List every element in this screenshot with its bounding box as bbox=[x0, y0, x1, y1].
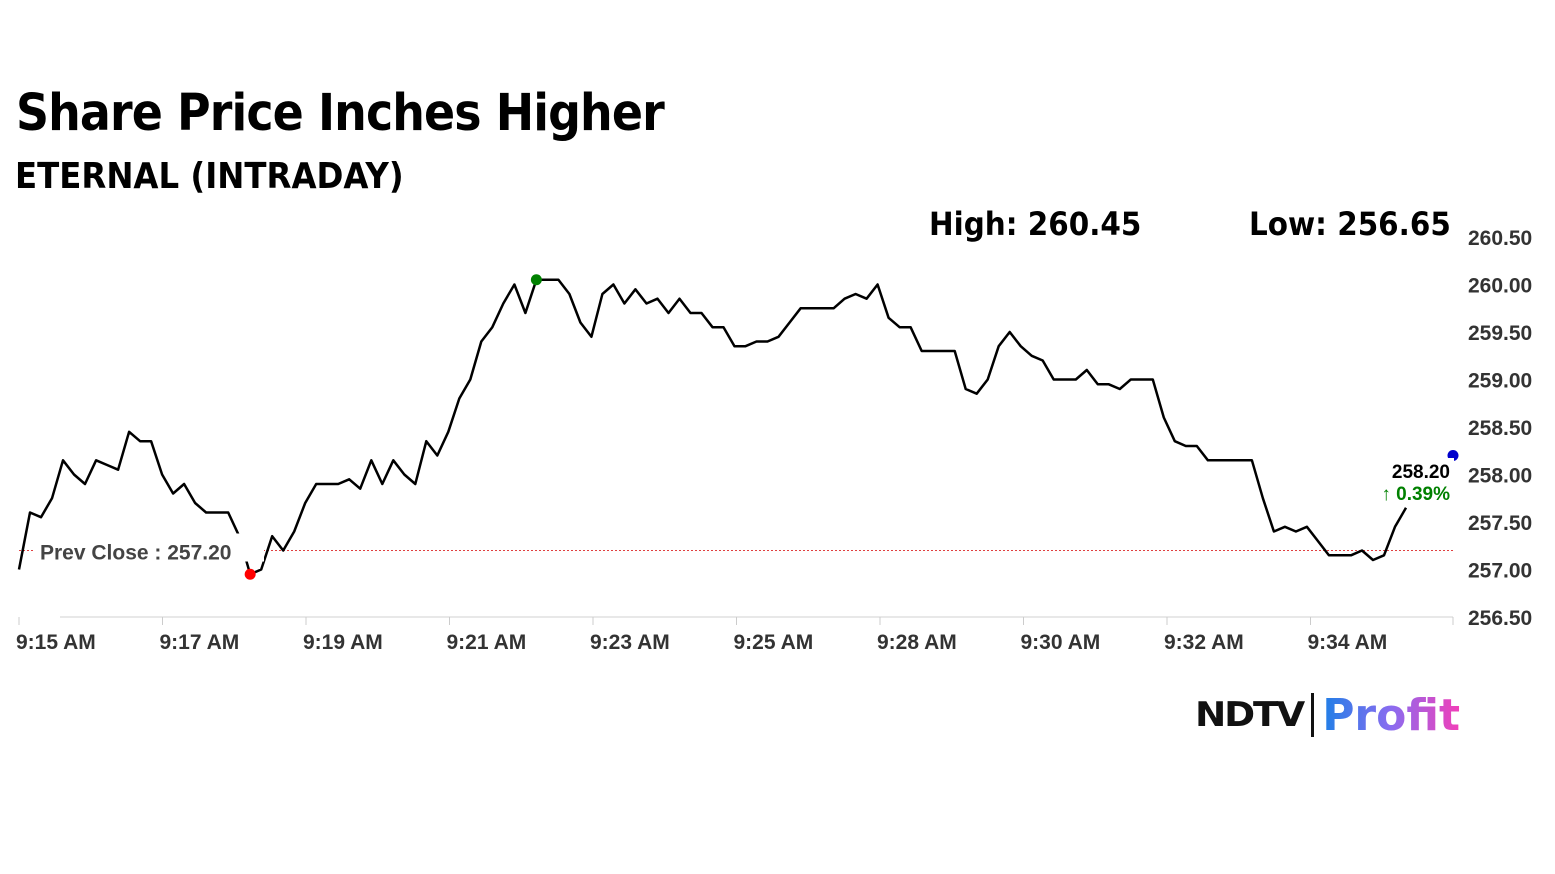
x-tick-label: 9:23 AM bbox=[590, 631, 670, 654]
ndtv-profit-logo: NDTV Profit bbox=[1195, 689, 1461, 741]
logo-separator bbox=[1311, 693, 1315, 737]
y-tick-label: 258.50 bbox=[1468, 417, 1532, 440]
high-marker bbox=[530, 274, 542, 286]
y-tick-label: 260.50 bbox=[1468, 227, 1532, 250]
x-tick-label: 9:30 AM bbox=[1021, 631, 1101, 654]
low-stat: Low: 256.65 bbox=[1249, 205, 1451, 243]
y-tick-label: 258.00 bbox=[1468, 465, 1532, 488]
last-price-label: 258.20 bbox=[1392, 462, 1450, 483]
logo-ndtv: NDTV bbox=[1195, 695, 1305, 735]
y-tick-label: 256.50 bbox=[1468, 607, 1532, 630]
y-tick-label: 259.00 bbox=[1468, 370, 1532, 393]
low-marker bbox=[244, 568, 256, 580]
price-line bbox=[17, 278, 1408, 576]
y-tick-label: 257.50 bbox=[1468, 512, 1532, 535]
x-tick-label: 9:28 AM bbox=[877, 631, 957, 654]
prev-close-label: Prev Close : 257.20 bbox=[40, 542, 231, 565]
x-tick-label: 9:15 AM bbox=[16, 631, 96, 654]
high-stat: High: 260.45 bbox=[929, 205, 1142, 243]
last-price-label-bg bbox=[1372, 458, 1454, 506]
y-tick-label: 257.00 bbox=[1468, 560, 1532, 583]
x-tick-label: 9:25 AM bbox=[734, 631, 814, 654]
x-tick-label: 9:32 AM bbox=[1164, 631, 1244, 654]
last-change-label: ↑ 0.39% bbox=[1381, 484, 1450, 505]
x-tick-label: 9:19 AM bbox=[303, 631, 383, 654]
y-tick-label: 259.50 bbox=[1468, 322, 1532, 345]
chart-title: Share Price Inches Higher bbox=[16, 84, 665, 143]
x-tick-label: 9:21 AM bbox=[447, 631, 527, 654]
logo-profit: Profit bbox=[1322, 689, 1461, 741]
y-tick-label: 260.00 bbox=[1468, 275, 1532, 298]
x-tick-label: 9:17 AM bbox=[160, 631, 240, 654]
prev-close-label-bg bbox=[34, 533, 264, 562]
chart-subtitle: ETERNAL (INTRADAY) bbox=[15, 156, 404, 197]
x-tick-label: 9:34 AM bbox=[1308, 631, 1388, 654]
